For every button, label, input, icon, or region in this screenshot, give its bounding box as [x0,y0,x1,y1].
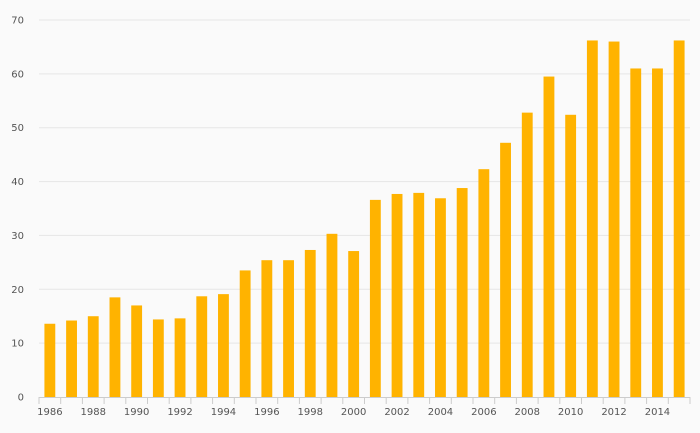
x-axis-tick-labels: 1986 1988 1990 1992 1994 1996 1998 2000 2002 2004… [37,407,670,418]
x-tick-label-1988: 1988 [81,407,106,418]
x-tick-label-1994: 1994 [211,407,236,418]
x-tick-label-2012: 2012 [601,407,626,418]
bar-2004 [435,198,446,397]
bar-1988 [87,316,99,397]
x-tick-label-1990: 1990 [124,407,149,418]
x-tick-label-1998: 1998 [298,407,323,418]
bar-2015 [673,40,685,398]
y-tick-label-30: 30 [11,231,24,242]
y-tick-label-10: 10 [11,339,24,350]
x-tick-label-2014: 2014 [645,407,670,418]
bar-2013 [630,68,642,397]
x-tick-label-2004: 2004 [428,407,453,418]
bar-2012 [608,41,620,398]
bar-1992 [174,318,186,397]
bar-1995 [239,270,251,397]
bar-1991 [152,319,164,397]
y-tick-label-60: 60 [11,69,24,80]
bar-2000 [348,251,360,397]
x-tick-label-2002: 2002 [384,407,409,418]
bars [44,40,685,398]
bar-2002 [391,193,403,397]
bar-2001 [369,199,381,397]
x-axis-ticks [38,397,691,404]
bar-2014 [652,68,663,397]
bar-1989 [109,297,121,397]
bar-2008 [521,112,533,398]
y-tick-label-70: 70 [11,16,24,27]
x-tick-label-2008: 2008 [515,407,540,418]
bar-2009 [543,76,555,398]
bar-1990 [131,305,143,397]
bar-1987 [66,320,77,397]
bar-2007 [500,142,511,397]
bar-2010 [565,114,577,397]
bar-1986 [44,323,56,397]
bar-2005 [456,188,468,397]
x-tick-label-2006: 2006 [471,407,496,418]
x-tick-label-1992: 1992 [167,407,192,418]
bar-2011 [586,40,598,398]
y-tick-label-50: 50 [11,123,24,134]
bar-1998 [304,249,316,397]
bar-1994 [218,294,229,397]
bar-2003 [413,192,425,397]
y-tick-label-40: 40 [11,177,24,188]
bar-1999 [326,233,338,397]
x-tick-label-1986: 1986 [37,407,62,418]
bar-1997 [283,260,294,397]
x-tick-label-1996: 1996 [254,407,279,418]
y-axis-tick-labels: 0 10 20 30 40 50 60 70 [11,16,24,404]
y-tick-label-0: 0 [18,393,24,404]
bar-1996 [261,260,273,397]
x-tick-label-2000: 2000 [341,407,366,418]
bar-2006 [478,169,490,397]
y-tick-label-20: 20 [11,285,24,296]
bar-1993 [196,296,208,397]
gridlines [39,19,690,344]
x-tick-label-2010: 2010 [558,407,583,418]
